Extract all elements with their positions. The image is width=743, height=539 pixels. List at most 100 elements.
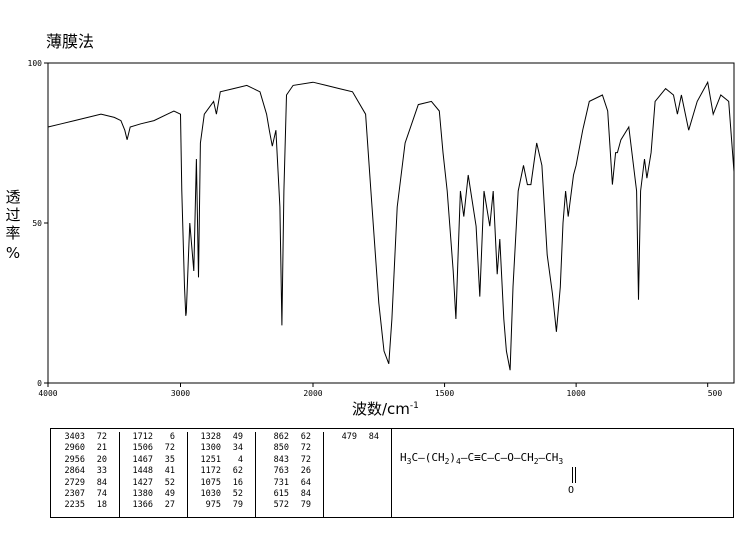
- y-axis-label-char: 率: [5, 224, 21, 242]
- y-tick-label: 100: [28, 59, 43, 68]
- peak-wavenumber: 843: [273, 454, 289, 465]
- structure-panel: H3C—(CH2)4—C≡C—C—O—CH2—CH3 O: [392, 428, 734, 518]
- y-tick-label: 50: [32, 219, 42, 228]
- peak-wavenumber: 479: [341, 432, 357, 442]
- peak-wavenumber: 1075: [200, 477, 221, 488]
- x-tick-label: 1000: [566, 389, 585, 398]
- peak-wavenumber: 1448: [132, 466, 153, 477]
- peak-transmittance: 74: [96, 489, 107, 500]
- peak-table-row: 2956 20: [51, 455, 119, 466]
- peak-transmittance: 4: [237, 454, 243, 465]
- x-tick-label: 3000: [171, 389, 190, 398]
- peak-wavenumber: 1328: [200, 432, 221, 442]
- peak-transmittance: 49: [164, 489, 175, 500]
- peak-wavenumber: 1506: [132, 443, 153, 454]
- peak-table-row: 1467 35: [119, 455, 187, 466]
- peak-transmittance: 41: [164, 466, 175, 477]
- x-axis-label: 波数/cm-1: [352, 398, 419, 419]
- peak-table-row: 615 84: [255, 489, 323, 500]
- peak-table-row: 572 79: [255, 500, 323, 511]
- peak-table: 3403 72 2960 21 2956 20 2864 33 2729 84 2307 74 2235…: [50, 428, 392, 518]
- ir-spectrum-chart: 4000 3000 2000 1500 1000 500 0 50 100: [28, 59, 735, 398]
- peak-wavenumber: 2956: [64, 454, 85, 465]
- peak-table-row: 1712 6: [119, 432, 187, 443]
- peak-table-column: 1328 49 1300 34 1251 4 1172 62 1075 16 1030 52 975 79: [187, 432, 256, 517]
- peak-table-row: 731 64: [255, 478, 323, 489]
- peak-transmittance: 72: [164, 443, 175, 454]
- y-axis-label-char: 透: [5, 188, 21, 206]
- peak-wavenumber: 1712: [132, 432, 153, 442]
- peak-transmittance: 62: [232, 466, 243, 477]
- peak-table-row: 1328 49: [187, 432, 255, 443]
- peak-wavenumber: 1251: [200, 454, 221, 465]
- peak-transmittance: 79: [232, 500, 243, 511]
- peak-table-row: 843 72: [255, 455, 323, 466]
- peak-table-row: 1030 52: [187, 489, 255, 500]
- peak-table-row: 2307 74: [51, 489, 119, 500]
- peak-table-row: 1380 49: [119, 489, 187, 500]
- peak-wavenumber: 862: [273, 432, 289, 442]
- peak-table-column: 479 84: [323, 432, 391, 517]
- peak-wavenumber: 1366: [132, 500, 153, 511]
- y-axis-unit: %: [5, 244, 21, 262]
- x-tick-label: 1500: [435, 389, 454, 398]
- peak-wavenumber: 2235: [64, 500, 85, 511]
- peak-transmittance: 20: [96, 454, 107, 465]
- x-tick-label: 500: [708, 389, 723, 398]
- peak-table-row: 2864 33: [51, 466, 119, 477]
- peak-transmittance: 6: [169, 432, 175, 442]
- peak-wavenumber: 1380: [132, 489, 153, 500]
- x-axis-label-main: 波数/cm: [352, 400, 410, 418]
- peak-wavenumber: 2307: [64, 489, 85, 500]
- y-axis-label: 透 过 率 %: [2, 188, 24, 262]
- peak-wavenumber: 850: [273, 443, 289, 454]
- peak-table-row: 1506 72: [119, 443, 187, 454]
- peak-wavenumber: 975: [205, 500, 221, 511]
- x-tick-label: 4000: [38, 389, 57, 398]
- peak-transmittance: 33: [96, 466, 107, 477]
- peak-transmittance: 62: [300, 432, 311, 442]
- peak-wavenumber: 615: [273, 489, 289, 500]
- peak-wavenumber: 2960: [64, 443, 85, 454]
- peak-wavenumber: 763: [273, 466, 289, 477]
- peak-table-row: 1300 34: [187, 443, 255, 454]
- peak-table-column: 3403 72 2960 21 2956 20 2864 33 2729 84 2307 74 2235…: [51, 432, 120, 517]
- peak-wavenumber: 1427: [132, 477, 153, 488]
- x-axis-label-sup: -1: [409, 401, 419, 411]
- peak-wavenumber: 2864: [64, 466, 85, 477]
- peak-transmittance: 52: [164, 477, 175, 488]
- peak-table-row: 1448 41: [119, 466, 187, 477]
- carbonyl-oxygen: O: [568, 485, 575, 496]
- peak-table-row: 1172 62: [187, 466, 255, 477]
- peak-transmittance: 26: [300, 466, 311, 477]
- peak-table-row: 2960 21: [51, 443, 119, 454]
- peak-transmittance: 64: [300, 477, 311, 488]
- peak-transmittance: 35: [164, 454, 175, 465]
- peak-transmittance: 84: [300, 489, 311, 500]
- peak-table-row: 479 84: [323, 432, 391, 443]
- peak-wavenumber: 572: [273, 500, 289, 511]
- peak-transmittance: 27: [164, 500, 175, 511]
- peak-transmittance: 72: [96, 432, 107, 442]
- peak-table-column: 862 62 850 72 843 72 763 26 731 64 615 84 572 79: [255, 432, 324, 517]
- carbonyl-double-bond: [572, 467, 576, 483]
- peak-wavenumber: 1172: [200, 466, 221, 477]
- peak-transmittance: 72: [300, 443, 311, 454]
- peak-transmittance: 72: [300, 454, 311, 465]
- peak-table-row: 1366 27: [119, 500, 187, 511]
- peak-table-row: 2729 84: [51, 478, 119, 489]
- axis-ticks: 4000 3000 2000 1500 1000 500 0 50 100: [28, 59, 723, 398]
- spectrum-line: [47, 80, 735, 371]
- peak-table-row: 1251 4: [187, 455, 255, 466]
- peak-table-row: 763 26: [255, 466, 323, 477]
- y-tick-label: 0: [37, 379, 42, 388]
- peak-table-row: 975 79: [187, 500, 255, 511]
- peak-table-row: 1075 16: [187, 478, 255, 489]
- peak-transmittance: 18: [96, 500, 107, 511]
- peak-wavenumber: 3403: [64, 432, 85, 442]
- peak-wavenumber: 1030: [200, 489, 221, 500]
- peak-table-row: 850 72: [255, 443, 323, 454]
- y-axis-label-char: 过: [5, 206, 21, 224]
- x-tick-label: 2000: [303, 389, 322, 398]
- peak-transmittance: 84: [368, 432, 379, 442]
